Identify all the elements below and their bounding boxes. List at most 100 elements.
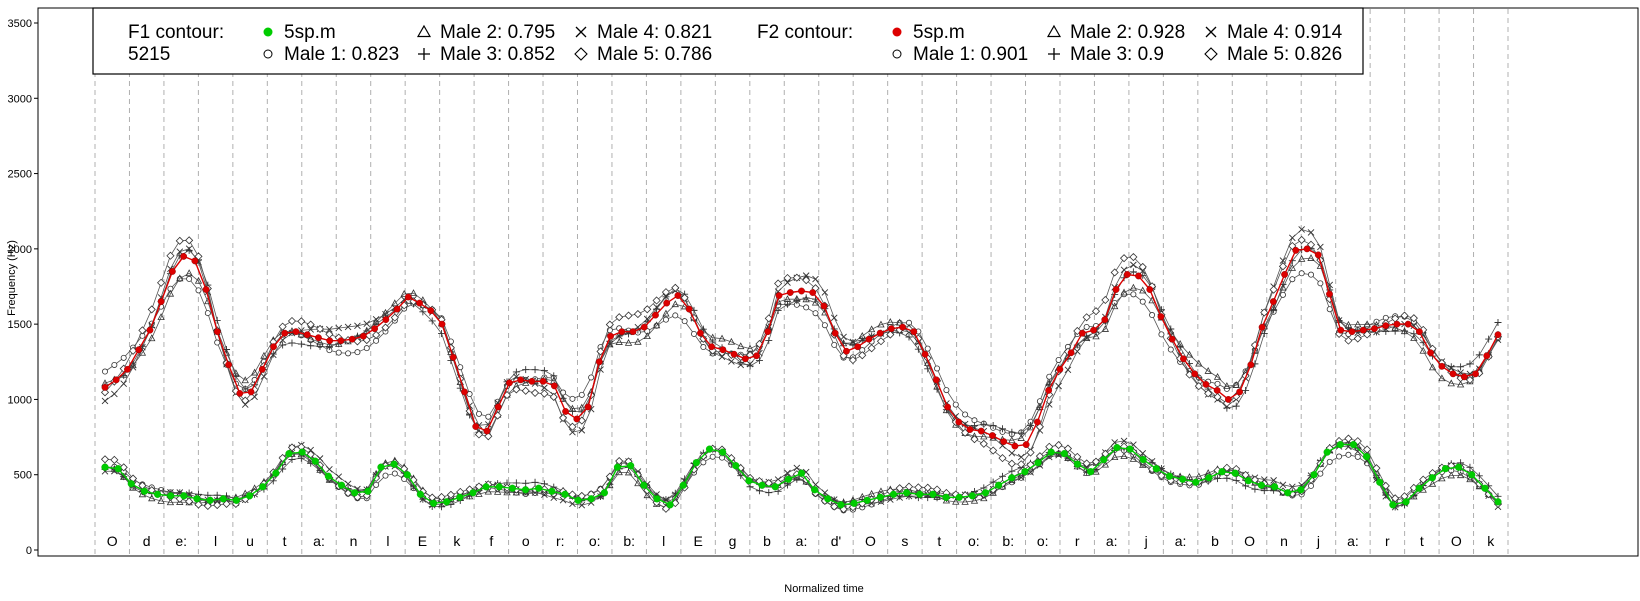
f1-male-4-marker xyxy=(1120,437,1128,445)
f1-male-5-marker xyxy=(914,483,923,492)
f1-mean-marker xyxy=(1113,444,1121,452)
f1-mean-marker xyxy=(416,490,424,498)
f1-mean-marker xyxy=(758,481,766,489)
data-lines xyxy=(100,226,1503,514)
f2-mean-marker xyxy=(416,299,423,307)
f2-mean-marker xyxy=(1359,326,1367,334)
f2-mean-marker xyxy=(1415,328,1423,336)
f2-male-1-marker xyxy=(1055,356,1062,363)
f2-mean-marker xyxy=(1404,320,1412,328)
f2-male-4-marker xyxy=(111,390,118,398)
f1-mean-marker xyxy=(666,501,674,509)
segment-label: n xyxy=(350,533,358,549)
f2-mean-marker xyxy=(1269,298,1277,305)
f2-mean-marker xyxy=(1034,418,1041,426)
segment-label: b: xyxy=(1002,533,1014,549)
f2-male-5-marker xyxy=(1129,252,1138,262)
f2-male-5-marker xyxy=(530,388,540,398)
f2-male-4-marker xyxy=(326,325,333,333)
f2-male-5-marker xyxy=(147,305,156,314)
f1-mean-marker xyxy=(1008,474,1016,482)
f2-male-5-marker xyxy=(671,283,680,292)
f2-mean-marker xyxy=(843,347,850,355)
f1-male-3-marker xyxy=(1223,474,1231,482)
f2-male-2-marker xyxy=(895,318,904,326)
f2-male-3-marker xyxy=(989,421,997,429)
f1-male-1-marker xyxy=(700,459,707,466)
f2-male-1-marker xyxy=(1326,306,1333,313)
f1-mean-marker xyxy=(732,462,740,470)
f2-male-1-marker xyxy=(214,339,221,346)
f1-mean-marker xyxy=(351,489,359,497)
f1-male-5-marker xyxy=(1419,475,1428,484)
f2-male-3-marker xyxy=(428,317,436,325)
f1-male-3-marker xyxy=(1251,485,1259,493)
f1-mean xyxy=(101,441,1502,509)
f2-male-3-marker xyxy=(438,330,446,338)
f2-male-1-marker xyxy=(1083,323,1090,330)
f1-male-5-marker xyxy=(830,502,839,511)
f2-mean-marker xyxy=(1326,290,1333,298)
f1-male-2-marker xyxy=(624,468,633,476)
f2-male-5-marker xyxy=(1138,262,1147,271)
f2-male-5-line xyxy=(104,239,1499,465)
f2-mean-marker xyxy=(798,287,805,295)
f1-male-4-marker xyxy=(550,494,558,502)
f2-mean-marker xyxy=(1494,331,1502,339)
legend-marker xyxy=(263,27,273,37)
f2-male-1-marker xyxy=(569,395,576,402)
f2-male-4-marker xyxy=(1073,348,1081,355)
f2-mean-marker xyxy=(640,323,648,331)
f1-male-2-marker xyxy=(1456,471,1465,479)
f1-male-2-marker xyxy=(1092,467,1100,475)
f2-male-3-marker xyxy=(1017,429,1025,437)
f1-mean-marker xyxy=(298,448,306,456)
f2-male-2-marker xyxy=(634,337,642,345)
f2-male-4-marker xyxy=(269,351,277,359)
f1-mean-marker xyxy=(1021,468,1029,476)
f2-mean-marker xyxy=(1371,325,1378,333)
f2-male-2-marker xyxy=(1223,382,1231,389)
f2-male-5-marker xyxy=(680,293,689,302)
segment-label: d xyxy=(143,533,151,549)
f1-mean-marker xyxy=(1073,460,1082,468)
f1-mean-marker xyxy=(443,498,451,506)
f2-male-2-marker xyxy=(811,298,820,306)
f2-male-2 xyxy=(101,254,1502,444)
legend-triangle xyxy=(416,24,432,38)
f2-mean-marker xyxy=(1393,320,1401,328)
segment-label: o xyxy=(522,533,530,549)
f1-male-5-marker xyxy=(1344,434,1353,443)
f1-male-1-marker xyxy=(391,470,398,477)
f2-male-5-marker xyxy=(989,446,998,455)
f2-male-5-marker xyxy=(764,314,773,323)
f2-mean-marker xyxy=(371,325,379,333)
f2-male-5-marker xyxy=(1260,308,1269,317)
f2-male-5-marker xyxy=(1194,382,1203,391)
f1-mean-marker xyxy=(1060,450,1068,458)
f2-male-2-marker xyxy=(166,289,175,297)
segment-label: t xyxy=(1420,533,1424,549)
f2-mean-marker xyxy=(202,286,210,293)
f1-male-2-marker xyxy=(512,488,521,496)
legend-marker xyxy=(892,27,902,37)
f2-mean-marker xyxy=(337,337,345,345)
f1-male-2-marker xyxy=(176,498,184,505)
f1-mean-marker xyxy=(561,490,569,498)
f2-male-3-marker xyxy=(269,350,277,358)
f1-male-5-marker xyxy=(147,486,156,495)
f1-male-2-marker xyxy=(157,496,165,504)
f2-male-3-marker xyxy=(279,341,287,349)
f2-male-2-marker xyxy=(194,276,203,284)
f2-mean-marker xyxy=(101,383,109,391)
legend-f2-entry: Male 3: 0.9 xyxy=(1070,44,1164,65)
f2-mean-marker xyxy=(1213,386,1221,394)
f2-male-4-marker xyxy=(830,314,838,322)
f2-male-4-marker xyxy=(728,358,735,365)
f1-male-3-marker xyxy=(279,465,287,473)
f2-mean-marker xyxy=(326,337,334,345)
f2-male-5-marker xyxy=(661,288,671,297)
f2-male-1-marker xyxy=(485,413,492,420)
f1-mean-marker xyxy=(692,459,700,467)
legend-triangle xyxy=(1046,24,1062,38)
